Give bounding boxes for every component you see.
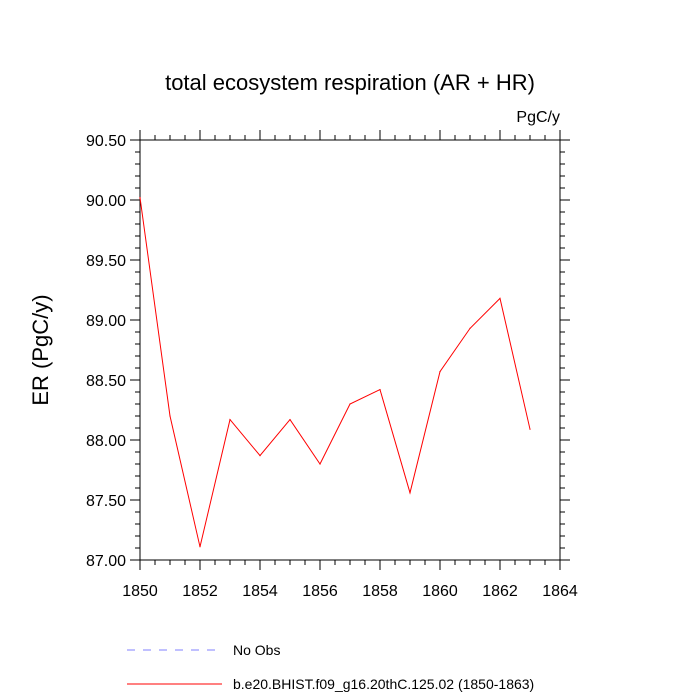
data-point [379,389,381,391]
y-axis-label: ER (PgC/y) [28,294,53,405]
x-tick-label: 1856 [302,583,338,600]
plot-area-frame [139,139,561,561]
data-point [169,415,171,417]
x-tick-label: 1850 [122,583,158,600]
chart-title: total ecosystem respiration (AR + HR) [165,70,535,95]
data-point [229,419,231,421]
axis-ticks [130,130,570,570]
y-tick-label: 89.50 [86,253,126,270]
x-tick-label: 1862 [482,583,518,600]
y-tick-label: 89.00 [86,313,126,330]
data-point [439,371,441,373]
series-layer [139,197,531,548]
data-point [499,297,501,299]
legend-label: No Obs [233,642,280,658]
y-tick-label: 88.50 [86,373,126,390]
y-tick-labels: 87.00 87.50 88.00 88.50 89.00 89.50 90.00 90.50 [86,133,126,570]
data-point [199,546,201,548]
data-point [409,492,411,494]
data-point [139,197,141,199]
data-point [469,327,471,329]
x-tick-label: 1864 [542,583,578,600]
y-tick-label: 87.00 [86,553,126,570]
data-point [259,455,261,457]
x-tick-labels: 1850 1852 1854 1856 1858 1860 1862 1864 [122,583,578,600]
x-tick-label: 1852 [182,583,218,600]
legend: No Obs b.e20.BHIST.f09_g16.20thC.125.02 (… [127,642,534,692]
x-tick-label: 1854 [242,583,278,600]
legend-label: b.e20.BHIST.f09_g16.20thC.125.02 (1850-1… [233,676,534,692]
units-label: PgC/y [516,109,560,126]
data-point [349,403,351,405]
x-tick-label: 1858 [362,583,398,600]
data-point [289,419,291,421]
y-tick-label: 87.50 [86,493,126,510]
data-point [529,428,531,430]
data-point [319,463,321,465]
series-line [139,197,531,547]
y-tick-label: 88.00 [86,433,126,450]
y-tick-label: 90.50 [86,133,126,150]
y-tick-label: 90.00 [86,193,126,210]
x-tick-label: 1860 [422,583,458,600]
